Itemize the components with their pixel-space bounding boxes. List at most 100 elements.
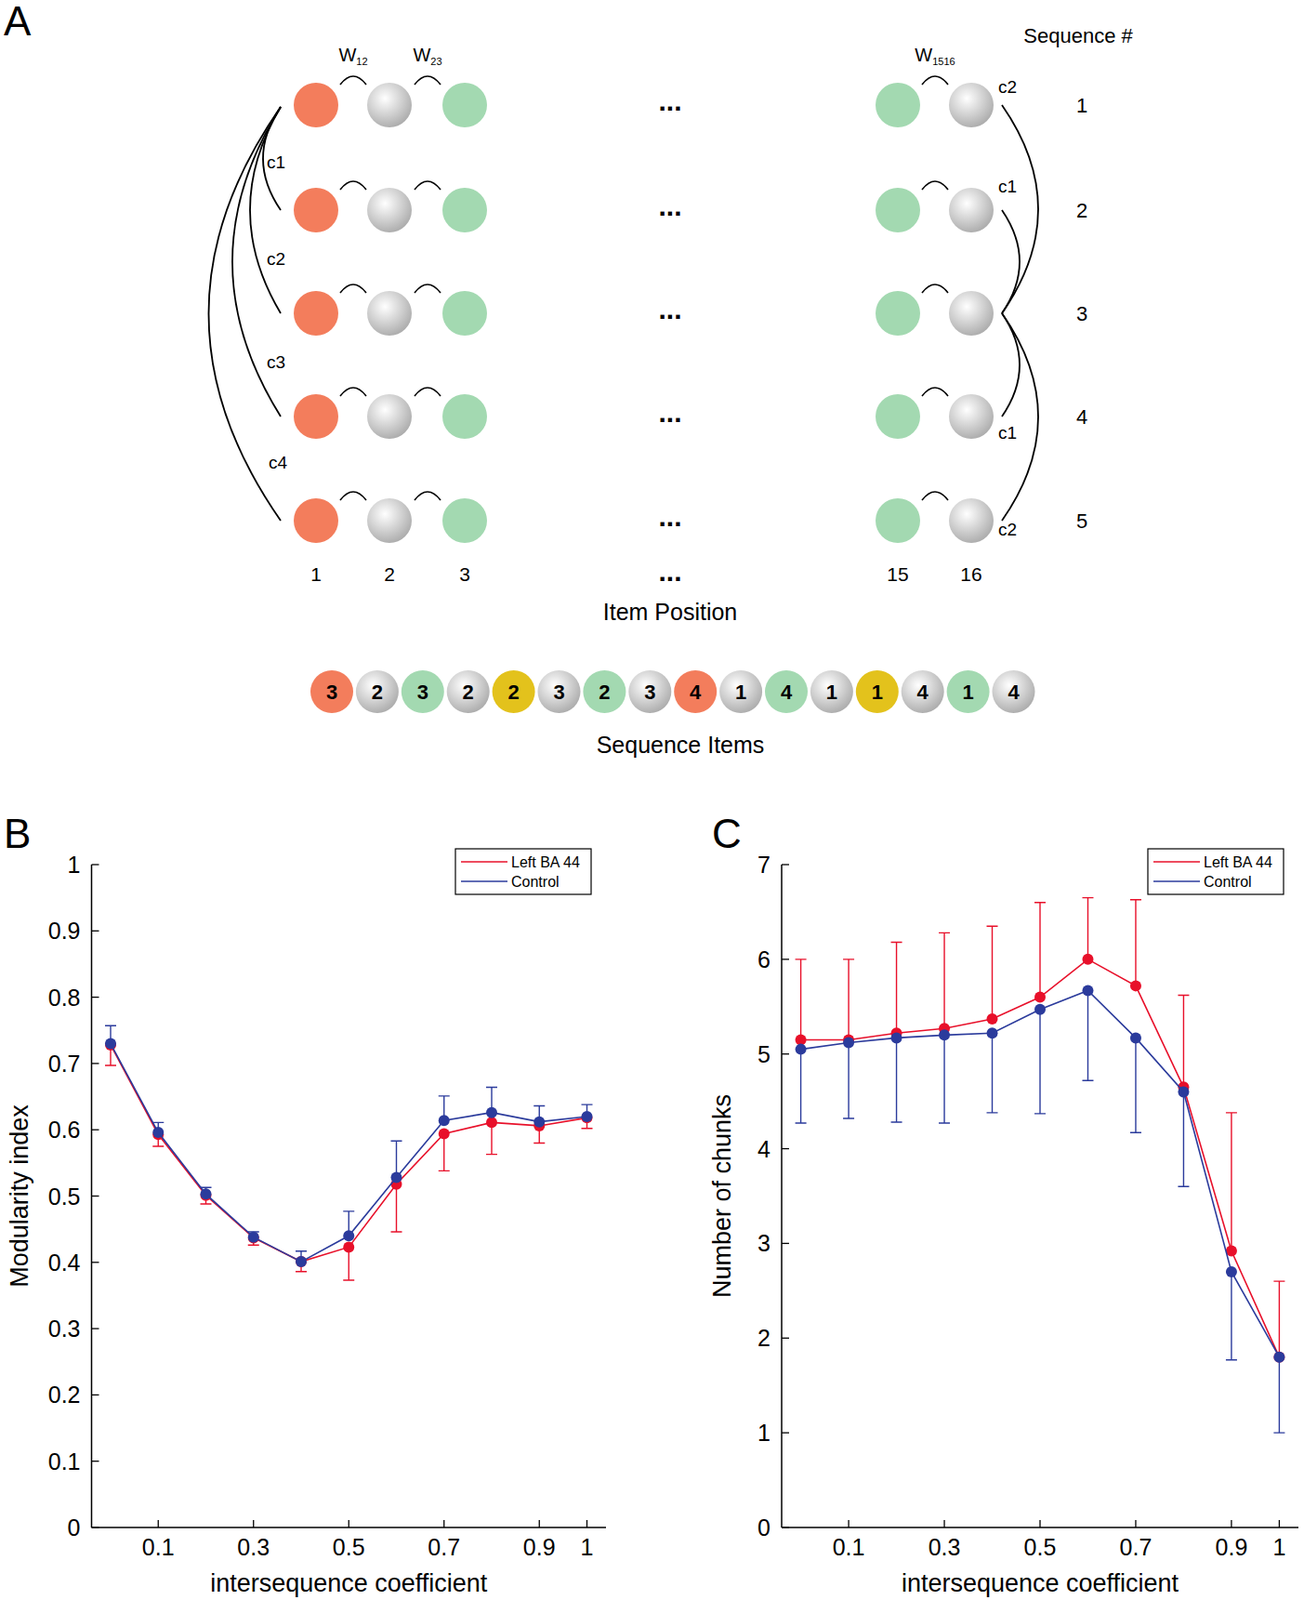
error-bar (795, 1049, 807, 1123)
item-node (293, 187, 339, 233)
sequence-item (992, 670, 1036, 713)
weight-arc (414, 387, 441, 396)
error-bar (987, 1032, 999, 1113)
y-tick (92, 996, 100, 998)
y-tick-label: 0 (757, 1514, 771, 1541)
item-node (875, 82, 921, 128)
weight-label: W1516 (914, 44, 955, 67)
item-node (442, 187, 488, 233)
ellipsis: ... (658, 293, 682, 325)
weight-arc (922, 284, 949, 293)
y-axis-label: Modularity index (5, 1104, 34, 1288)
x-tick (1134, 1519, 1136, 1528)
y-tick (92, 1129, 100, 1131)
x-tick (348, 1519, 350, 1528)
series-line (110, 1044, 588, 1262)
legend-label: Left BA 44 (511, 854, 580, 870)
weight-arc (922, 387, 949, 396)
y-tick-label: 0.6 (48, 1116, 81, 1143)
error-bar (987, 925, 999, 1019)
y-tick (92, 1526, 100, 1528)
error-bar (1081, 989, 1094, 1081)
weight-arc (922, 76, 949, 85)
x-tick-label: 1 (1272, 1533, 1286, 1560)
x-tick-label: 0.3 (237, 1533, 270, 1560)
ellipsis: ... (658, 396, 682, 428)
x-tick (158, 1519, 159, 1528)
point (248, 1231, 260, 1243)
point (295, 1255, 307, 1267)
sequence-item-label: 3 (644, 680, 656, 704)
series-line (801, 959, 1280, 1357)
x-tick-label: 0.5 (332, 1533, 366, 1560)
y-tick (92, 930, 100, 932)
x-tick-label: 0.1 (832, 1533, 866, 1560)
x-tick-label: 0.7 (427, 1533, 461, 1560)
error-bar (938, 932, 950, 1028)
legend-swatch (461, 860, 508, 863)
item-node (442, 498, 488, 543)
legend: Left BA 44Control (455, 848, 592, 895)
weight-sub: 1516 (932, 55, 955, 67)
point (200, 1187, 212, 1199)
weight-arc (414, 181, 441, 190)
sequence-item (310, 670, 354, 713)
sequence-header: Sequence # (1023, 24, 1133, 48)
link (1001, 313, 1020, 417)
weight-arc (414, 76, 441, 85)
point (486, 1116, 498, 1128)
error-bar (842, 959, 855, 1041)
item-position: 1 (310, 563, 322, 585)
y-tick-label: 5 (757, 1040, 771, 1067)
item-node (293, 498, 339, 543)
ellipsis: ... (658, 555, 682, 587)
y-tick (92, 1460, 100, 1462)
sequence-item (447, 670, 490, 713)
weight-arc (340, 387, 367, 396)
sequence-item-label: 4 (1007, 680, 1020, 704)
y-tick-label: 0.8 (48, 984, 81, 1011)
item-node (442, 394, 488, 439)
y-tick (92, 1327, 100, 1329)
item-position: 15 (886, 563, 909, 585)
sequence-item-label: 1 (735, 680, 747, 704)
y-tick (781, 1431, 790, 1433)
y-tick (92, 1394, 100, 1396)
point (248, 1231, 260, 1243)
x-tick-label: 0.9 (1215, 1533, 1249, 1560)
y-tick-label: 0.5 (48, 1183, 81, 1210)
weight-label: W12 (338, 44, 368, 67)
point (438, 1127, 450, 1139)
sequence-item-label: 2 (462, 680, 475, 704)
point (842, 1036, 855, 1048)
point (1177, 1085, 1189, 1097)
legend-box (455, 848, 592, 895)
error-bar (938, 1034, 950, 1123)
series-line (110, 1043, 588, 1263)
item-position: 3 (459, 563, 471, 585)
weight-arc (922, 181, 949, 190)
sequence-item (538, 670, 581, 713)
error-bar (795, 959, 807, 1041)
item-position: 2 (383, 563, 396, 585)
x-tick-label: 1 (580, 1533, 594, 1560)
weight-arc (340, 181, 367, 190)
point (581, 1110, 593, 1122)
x-tick (539, 1519, 541, 1528)
sequence-item-label: 4 (780, 680, 793, 704)
x-axis-label: intersequence coefficient (210, 1568, 488, 1597)
error-bar (1273, 1356, 1285, 1433)
link-label: c2 (998, 519, 1017, 540)
item-node (948, 82, 994, 128)
link-label: c3 (266, 352, 286, 372)
point (295, 1255, 307, 1267)
weight-arc (340, 76, 367, 85)
sequence-item (901, 670, 945, 713)
x-tick-label: 0.1 (142, 1533, 175, 1560)
error-bar (1225, 1112, 1238, 1252)
y-tick-label: 1 (67, 851, 81, 878)
error-bar (1081, 897, 1094, 960)
point (1273, 1351, 1285, 1363)
sequence-number: 3 (1076, 302, 1088, 326)
link-label: c1 (998, 176, 1017, 197)
